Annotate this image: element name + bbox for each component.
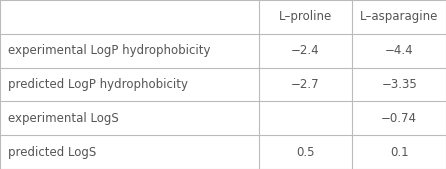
Text: −4.4: −4.4: [385, 44, 413, 57]
Text: 0.5: 0.5: [296, 146, 315, 159]
Text: −2.7: −2.7: [291, 78, 320, 91]
Text: experimental LogS: experimental LogS: [8, 112, 119, 125]
Text: L–proline: L–proline: [279, 10, 332, 23]
Text: −2.4: −2.4: [291, 44, 320, 57]
Text: 0.1: 0.1: [390, 146, 409, 159]
Text: −0.74: −0.74: [381, 112, 417, 125]
Text: predicted LogP hydrophobicity: predicted LogP hydrophobicity: [8, 78, 188, 91]
Text: experimental LogP hydrophobicity: experimental LogP hydrophobicity: [8, 44, 211, 57]
Text: predicted LogS: predicted LogS: [8, 146, 96, 159]
Text: L–asparagine: L–asparagine: [360, 10, 438, 23]
Text: −3.35: −3.35: [381, 78, 417, 91]
